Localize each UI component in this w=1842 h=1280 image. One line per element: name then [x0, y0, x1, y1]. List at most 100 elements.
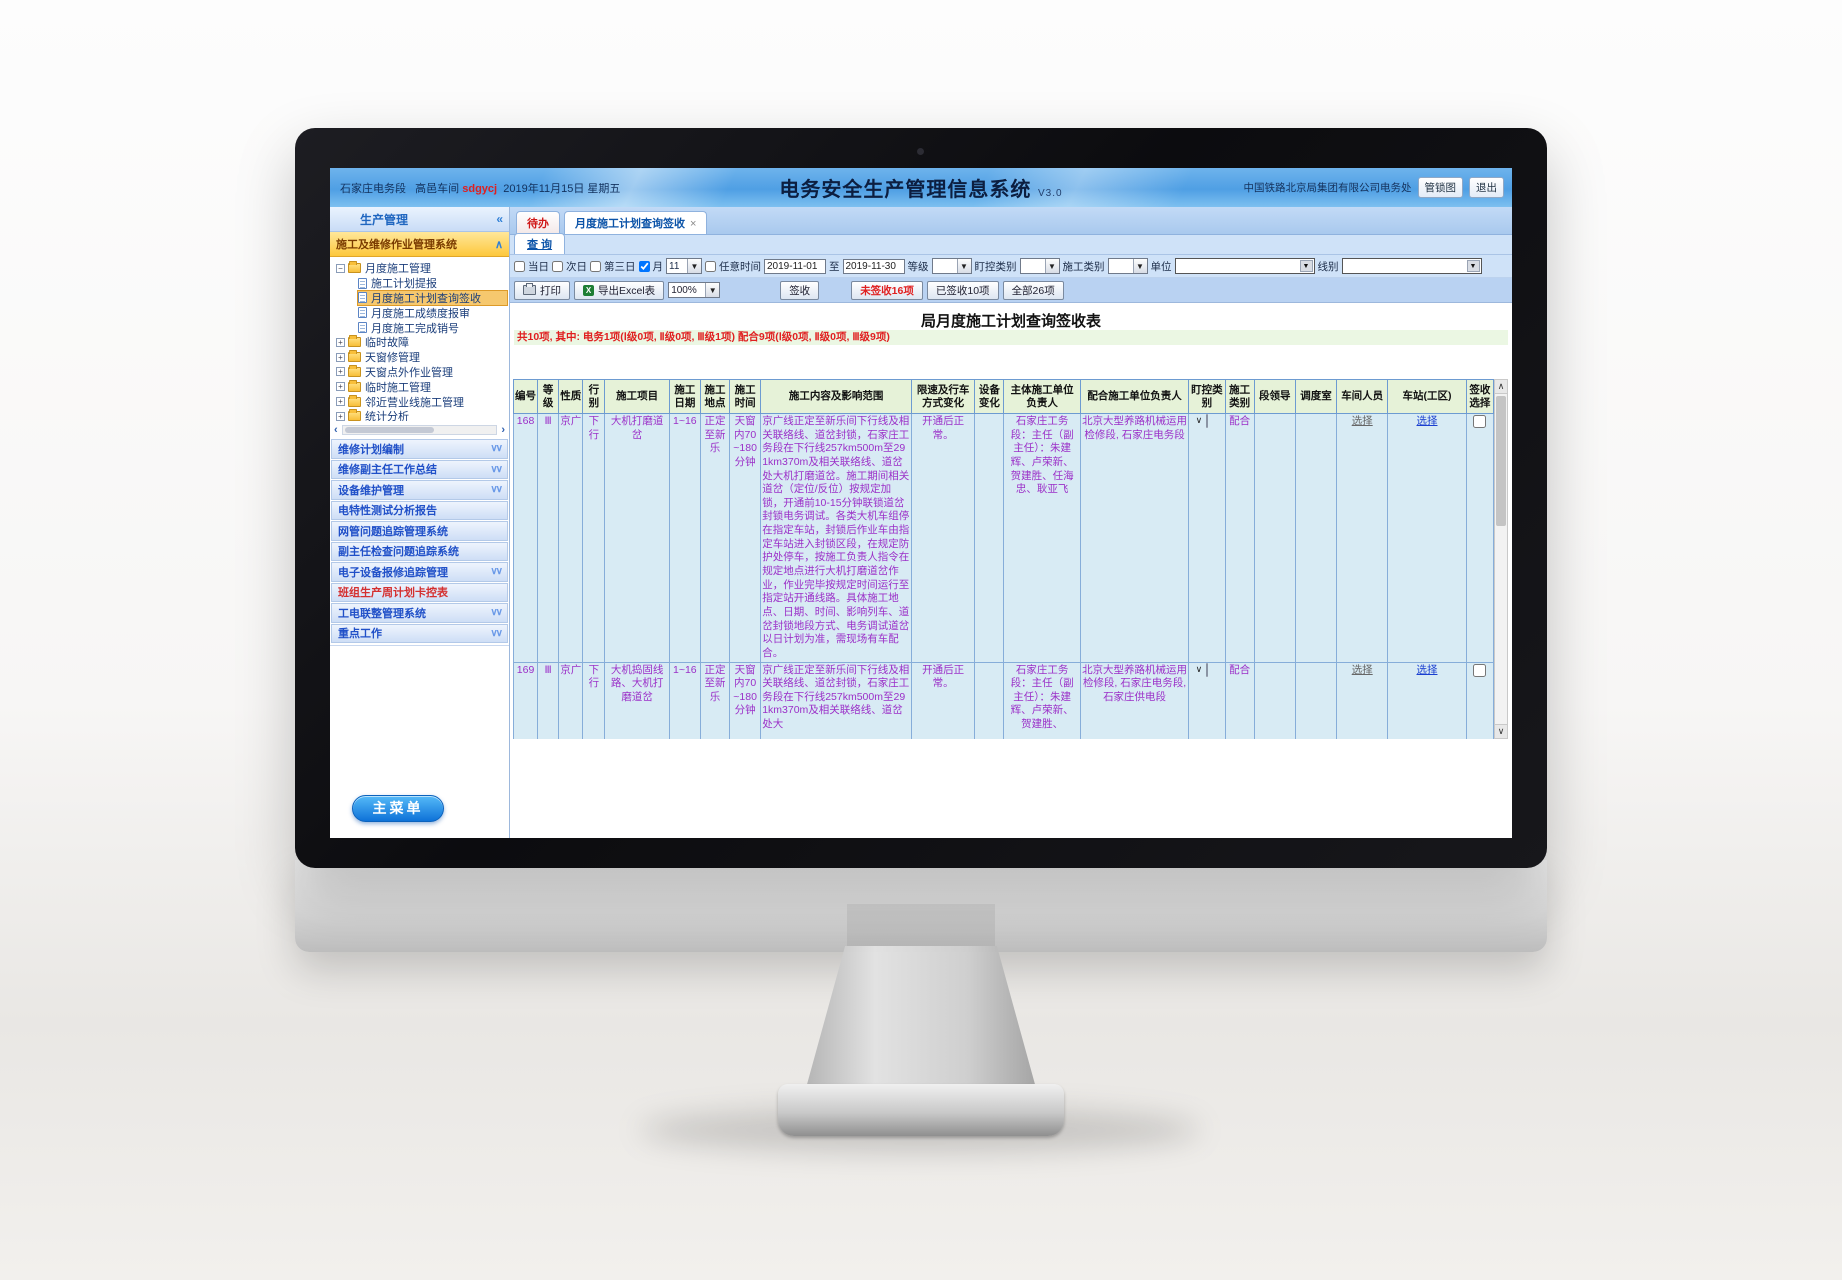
workshop-select-link[interactable]: 选择 — [1351, 415, 1373, 427]
expand-node-icon[interactable]: + — [336, 397, 345, 407]
expand-node-icon[interactable]: + — [336, 337, 345, 347]
watch-type-row-select[interactable]: ∨ — [1196, 663, 1208, 677]
checkbox-today[interactable] — [514, 260, 525, 272]
expand-node-icon[interactable]: + — [336, 367, 345, 377]
sidebar-accordion-item[interactable]: 设备维护管理 ∨∨ — [331, 480, 508, 500]
tree-folder[interactable]: + 天窗点外作业管理 — [336, 364, 507, 380]
checkbox-month[interactable] — [638, 260, 650, 272]
filter-unsigned-button[interactable]: 未签收16项 — [851, 280, 923, 300]
lock-button[interactable]: 管锁图 — [1417, 177, 1463, 198]
line-combo[interactable]: ▼ — [1341, 258, 1482, 274]
folder-icon — [348, 394, 361, 407]
accordion-label: 电特性测试分析报告 — [338, 505, 437, 518]
cell-partner: 北京大型养路机械运用检修段, 石家庄电务段, 石家庄供电段 — [1079, 661, 1190, 739]
watch-type-row-select[interactable]: ∨ — [1196, 414, 1208, 428]
tree-folder[interactable]: + 临时施工管理 — [336, 379, 507, 394]
sidebar-accordion-item[interactable]: 工电联整管理系统 ∨∨ — [331, 603, 508, 623]
column-header: 配合施工单位负责人 — [1079, 379, 1190, 414]
hscroll-thumb[interactable] — [344, 427, 434, 433]
scroll-down-icon[interactable]: ∨ — [1495, 724, 1507, 738]
sidebar-accordion-item[interactable]: 维修计划编制 ∨∨ — [331, 439, 508, 459]
tree-leaf[interactable]: 月度施工计划查询签收 — [357, 289, 508, 307]
tab-monthly-plan-sign[interactable]: 月度施工计划查询签收 × — [564, 211, 708, 234]
collapse-up-icon[interactable]: ∧ — [494, 238, 503, 251]
cell-dispatch — [1294, 413, 1338, 663]
accordion-label: 工电联整管理系统 — [338, 607, 426, 620]
collapse-sidebar-icon[interactable]: « — [496, 212, 503, 226]
sidebar-system-header[interactable]: 施工及维修作业管理系统 ∧ — [330, 232, 509, 257]
cell-equipment_change — [974, 661, 1005, 739]
label-const-type: 施工类别 — [1062, 260, 1105, 273]
tree-leaf[interactable]: 月度施工成绩度报审 — [358, 305, 507, 320]
level-select[interactable]: ▼ — [931, 258, 972, 274]
document-icon — [358, 292, 367, 304]
sidebar-accordion-item[interactable]: 电子设备报修追踪管理 ∨∨ — [331, 562, 508, 582]
label-level: 等级 — [907, 260, 929, 273]
column-header: 主体施工单位负责人 — [1003, 379, 1081, 414]
cell-speed_change: 开通后正常。 — [910, 661, 976, 739]
const-type-select[interactable]: ▼ — [1107, 258, 1148, 274]
column-header: 施工类别 — [1224, 379, 1255, 414]
tree-leaf-label: 月度施工完成销号 — [371, 322, 459, 335]
sign-button[interactable]: 签收 — [780, 280, 820, 300]
tree-leaf-label: 月度施工成绩度报审 — [371, 307, 470, 320]
vertical-scrollbar[interactable]: ∧ ∨ — [1494, 379, 1508, 739]
scroll-up-icon[interactable]: ∧ — [1495, 380, 1507, 394]
close-tab-icon[interactable]: × — [690, 218, 697, 230]
scroll-left-icon[interactable]: ‹ — [334, 424, 338, 436]
hscroll-track[interactable] — [341, 425, 498, 435]
document-icon — [358, 322, 367, 334]
sidebar-accordion-item[interactable]: 班组生产周计划卡控表 — [331, 582, 508, 602]
zoom-select[interactable]: 100% ▼ — [668, 282, 721, 298]
export-excel-button[interactable]: X 导出Excel表 — [574, 280, 665, 300]
tree-leaf[interactable]: 月度施工完成销号 — [358, 320, 507, 335]
filter-all-button[interactable]: 全部26项 — [1002, 280, 1064, 300]
sidebar-accordion-item[interactable]: 副主任检查问题追踪系统 — [331, 541, 508, 561]
filter-signed-button[interactable]: 已签收10项 — [926, 280, 999, 300]
print-button[interactable]: 打印 — [514, 280, 570, 300]
query-tab[interactable]: 查 询 — [514, 233, 566, 254]
tab-todo[interactable]: 待办 — [516, 211, 560, 234]
checkbox-next-day[interactable] — [552, 260, 563, 272]
tree-folder[interactable]: + 统计分析 — [336, 409, 507, 421]
tree-folder[interactable]: − 月度施工管理 — [336, 261, 507, 276]
workshop-select-link[interactable]: 选择 — [1351, 663, 1373, 676]
date-to-input[interactable] — [842, 258, 905, 274]
checkbox-third-day[interactable] — [590, 260, 601, 272]
month-select[interactable]: 11 ▼ — [666, 258, 702, 274]
sidebar-accordion-item[interactable]: 重点工作 ∨∨ — [331, 623, 508, 643]
accordion-label: 设备维护管理 — [338, 484, 404, 497]
expand-node-icon[interactable]: + — [336, 382, 345, 392]
tree-folder[interactable]: + 邻近营业线施工管理 — [336, 394, 507, 409]
sidebar-accordion-item[interactable]: 电特性测试分析报告 — [331, 500, 508, 520]
sign-checkbox[interactable] — [1473, 415, 1487, 428]
vscroll-thumb[interactable] — [1496, 396, 1506, 526]
tree-folder[interactable]: + 天窗修管理 — [336, 350, 507, 365]
dropdown-arrow-icon: ▼ — [705, 283, 720, 297]
expand-node-icon[interactable]: + — [336, 411, 345, 421]
column-header: 车站(工区) — [1387, 379, 1467, 414]
tree-leaf[interactable]: 施工计划提报 — [358, 276, 507, 291]
sidebar-accordion-item[interactable]: 维修副主任工作总结 ∨∨ — [331, 459, 508, 479]
expand-node-icon[interactable]: + — [336, 352, 345, 362]
station-select-link[interactable]: 选择 — [1416, 663, 1438, 676]
sign-checkbox[interactable] — [1473, 663, 1487, 677]
collapse-node-icon[interactable]: − — [336, 263, 345, 273]
tree-folder[interactable]: + 临时故障 — [336, 335, 507, 350]
dropdown-arrow-icon: ▼ — [1132, 259, 1147, 273]
scroll-right-icon[interactable]: › — [501, 424, 505, 436]
station-select-link[interactable]: 选择 — [1416, 415, 1438, 427]
sidebar-accordion-item[interactable]: 网管问题追踪管理系统 — [331, 521, 508, 541]
date-from-input[interactable] — [764, 258, 826, 274]
tree-horizontal-scrollbar[interactable]: ‹ › — [334, 423, 505, 437]
chevron-down-icon: ∨∨ — [490, 443, 503, 455]
column-header: 施工时间 — [729, 379, 762, 414]
label-today: 当日 — [528, 260, 549, 273]
watch-type-select[interactable]: ▼ — [1019, 258, 1060, 274]
column-header: 编号 — [513, 379, 539, 414]
checkbox-any-time[interactable] — [705, 260, 716, 272]
main-menu-button[interactable]: 主菜单 — [352, 795, 444, 822]
unit-combo[interactable]: ▼ — [1174, 258, 1315, 274]
column-header: 调度室 — [1294, 379, 1338, 414]
exit-button[interactable]: 退出 — [1469, 177, 1504, 198]
